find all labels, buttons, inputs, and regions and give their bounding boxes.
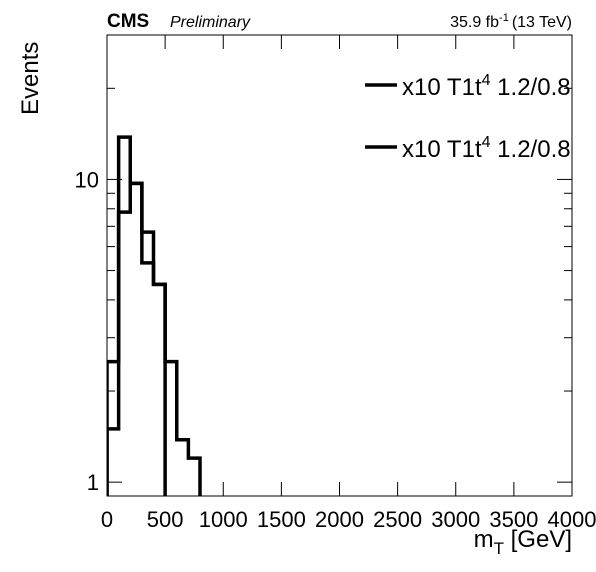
x-tick-label: 2500 [373,507,422,532]
status: Preliminary [170,14,251,31]
legend-label: x10 T1t4 1.2/0.8 [402,134,571,163]
y-tick-label: 1 [87,470,99,495]
x-label-unit: [GeV] [504,526,572,553]
legend-name: x10 T1t [402,136,482,163]
y-tick-label: 10 [75,167,99,192]
x-tick-label: 1500 [257,507,306,532]
legend-sup: 4 [482,72,491,89]
x-tick-label: 3000 [431,507,480,532]
lumi-sup: -1 [499,12,509,24]
histogram-outline [107,181,202,496]
experiment: CMS [107,11,149,32]
x-label-main: m [474,526,494,553]
x-axis-label: mT [GeV] [474,526,572,558]
x-tick-label: 2000 [315,507,364,532]
legend-rest: 1.2/0.8 [491,74,571,101]
lumi-value: 35.9 fb [450,14,499,31]
legend-sup: 4 [482,134,491,151]
energy: (13 TeV) [512,14,572,31]
plot-area [107,135,202,496]
x-label-sub: T [494,539,504,558]
x-tick-label: 0 [101,507,113,532]
y-axis-label: Events [17,42,44,115]
legend-rest: 1.2/0.8 [491,136,571,163]
x-tick-label: 3500 [489,507,538,532]
x-tick-label: 1000 [199,507,248,532]
legend-label: x10 T1t4 1.2/0.8 [402,72,571,101]
x-tick-label: 4000 [548,507,596,532]
x-tick-label: 500 [147,507,184,532]
legend-name: x10 T1t [402,74,482,101]
lumi: 35.9 fb-1 (13 TeV) [450,12,572,31]
histogram-outline [107,135,167,496]
